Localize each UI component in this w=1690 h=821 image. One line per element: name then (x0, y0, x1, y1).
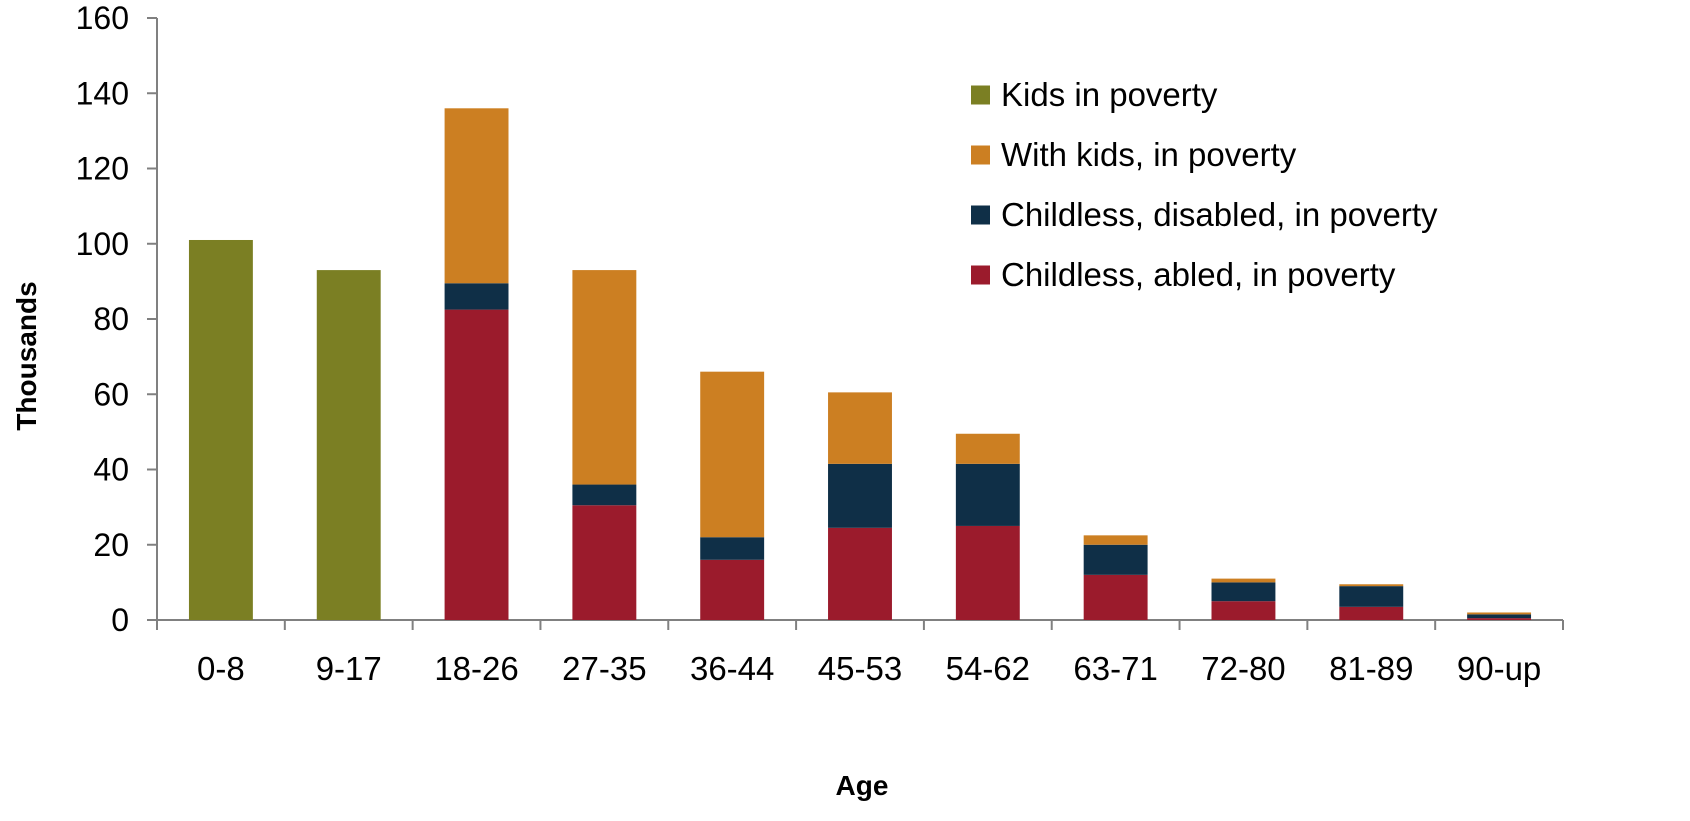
x-tick-label: 81-89 (1329, 650, 1413, 687)
bar-segment (828, 527, 892, 620)
bar-segment (700, 537, 765, 560)
x-axis-title: Age (836, 770, 889, 801)
bar-segment (828, 392, 892, 464)
bar-segment (955, 433, 1020, 464)
x-tick-label: 54-62 (946, 650, 1030, 687)
x-tick-label: 63-71 (1073, 650, 1157, 687)
bar-segment (572, 270, 637, 485)
labels: 0 20 40 60 80 100 120 140 160 0-8 9-17 18-26 27-35 36… (76, 0, 1542, 687)
x-tick-label: 90-up (1457, 650, 1541, 687)
bar-segment (316, 270, 381, 620)
legend-swatch (971, 85, 990, 105)
bar-segment (1467, 614, 1532, 619)
y-tick-label: 100 (76, 226, 129, 262)
bar-segment (828, 463, 892, 528)
y-tick-label: 160 (76, 0, 129, 36)
bar-segment (1211, 582, 1276, 602)
y-tick-label: 20 (93, 527, 129, 563)
y-tick-label: 0 (111, 602, 129, 638)
y-tick-label: 80 (93, 301, 129, 337)
bar-segment (1211, 578, 1276, 583)
bar-segment (188, 239, 253, 621)
legend-label: Kids in poverty (1001, 76, 1218, 113)
bar-segment (572, 484, 637, 506)
y-axis-title: Thousands (11, 281, 42, 430)
bar-segment (955, 463, 1020, 526)
x-tick-label: 36-44 (690, 650, 774, 687)
x-tick-label: 18-26 (434, 650, 518, 687)
legend-swatch (971, 205, 990, 225)
bar-segment (444, 108, 509, 284)
legend-swatch (971, 145, 990, 165)
bar-segment (1083, 574, 1148, 620)
bar-segment (1467, 612, 1532, 615)
y-tick-label: 120 (76, 151, 129, 187)
x-tick-label: 72-80 (1201, 650, 1285, 687)
bar-segment (572, 505, 637, 620)
bars (188, 108, 1532, 621)
y-tick-label: 40 (93, 452, 129, 488)
bar-segment (1339, 584, 1404, 587)
legend-label: Childless, abled, in poverty (1001, 256, 1396, 293)
bar-segment (955, 525, 1020, 620)
bar-segment (444, 309, 509, 620)
bar-segment (1339, 606, 1404, 620)
y-tick-label: 140 (76, 75, 129, 111)
y-tick-label: 60 (93, 376, 129, 412)
bar-segment (1339, 586, 1404, 607)
bar-segment (1083, 544, 1148, 575)
bar-segment (1083, 535, 1148, 545)
legend-swatch (971, 265, 990, 285)
bar-segment (1211, 601, 1276, 620)
x-tick-label: 0-8 (197, 650, 245, 687)
bar-segment (444, 283, 509, 310)
bar-segment (1467, 618, 1532, 620)
legend-label: With kids, in poverty (1001, 136, 1297, 173)
x-tick-label: 9-17 (316, 650, 382, 687)
bar-segment (700, 559, 765, 620)
bar-segment (700, 371, 765, 538)
x-tick-label: 45-53 (818, 650, 902, 687)
legend: Kids in poverty With kids, in poverty Chil… (971, 76, 1438, 293)
legend-label: Childless, disabled, in poverty (1001, 196, 1438, 233)
x-tick-label: 27-35 (562, 650, 646, 687)
axes (147, 17, 1564, 630)
